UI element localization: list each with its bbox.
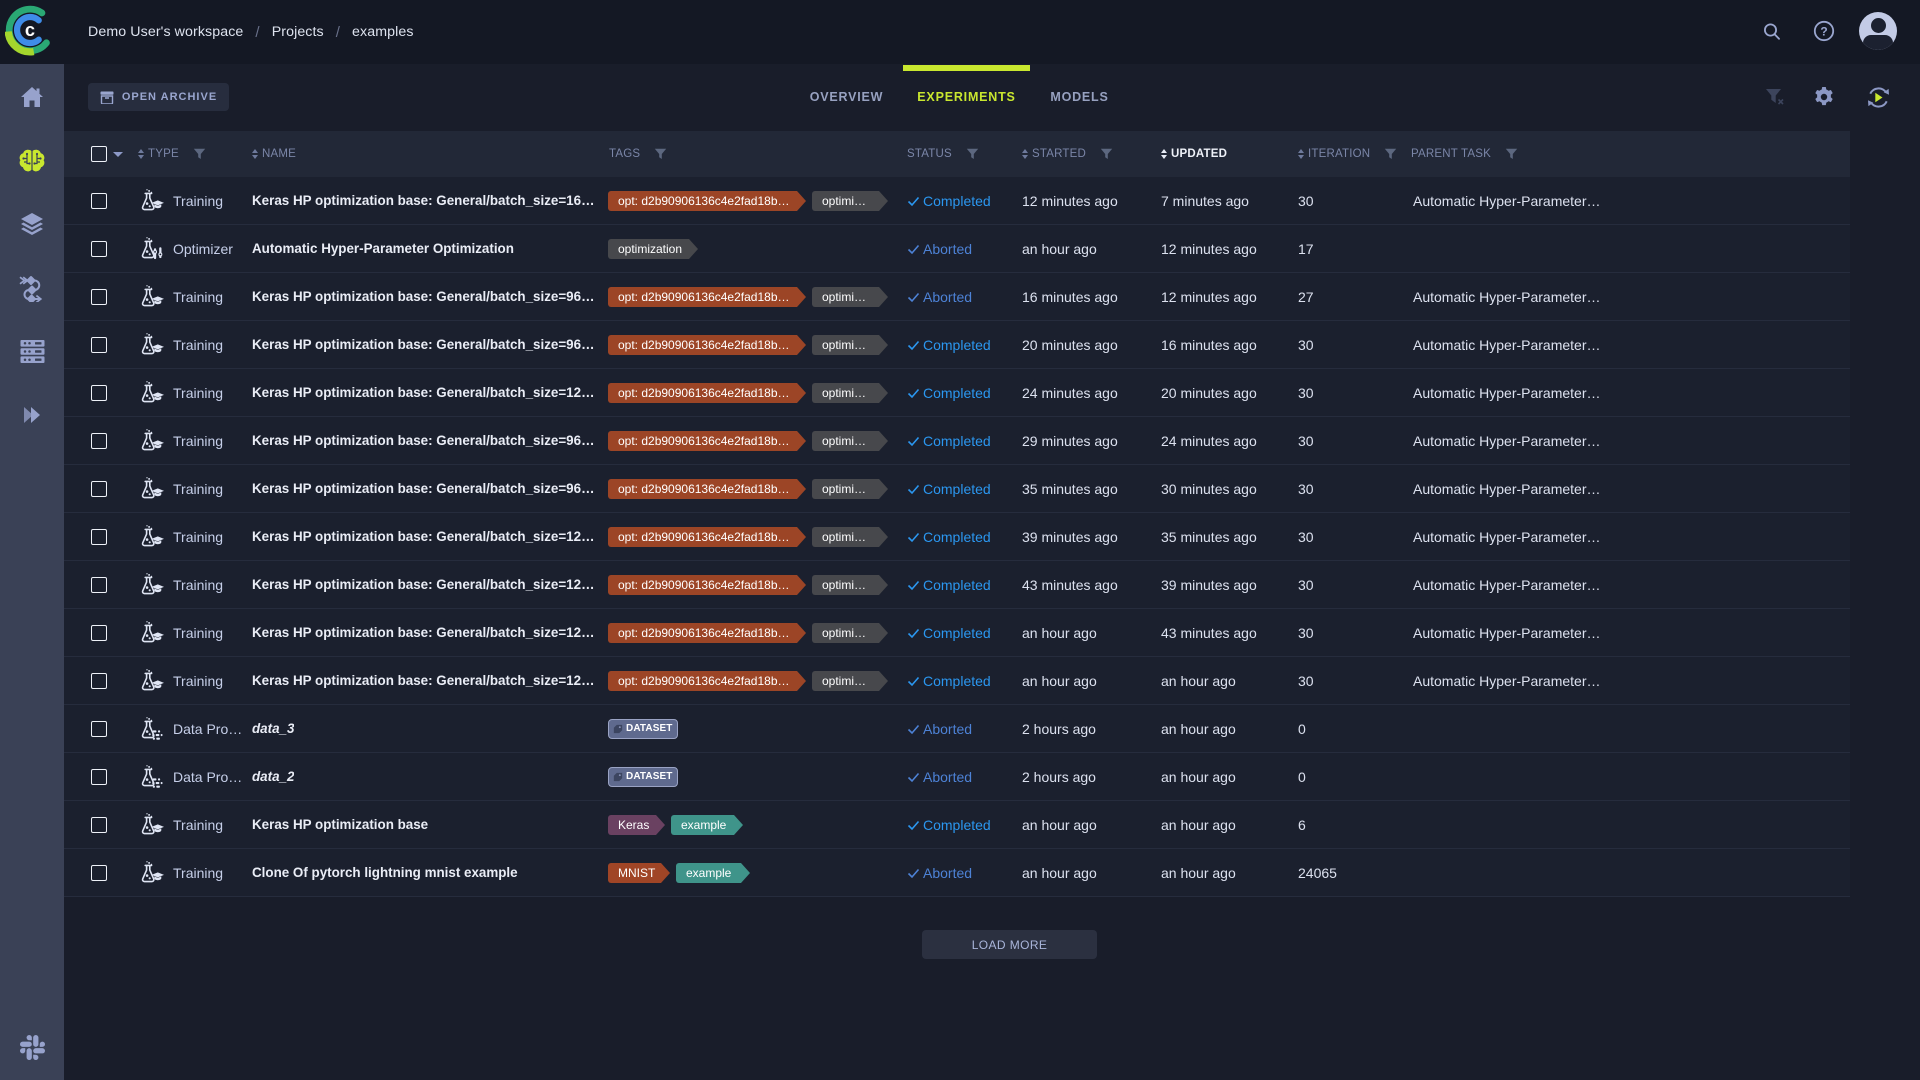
svg-text:?: ?: [1820, 24, 1827, 38]
svg-text:c: c: [25, 20, 35, 40]
